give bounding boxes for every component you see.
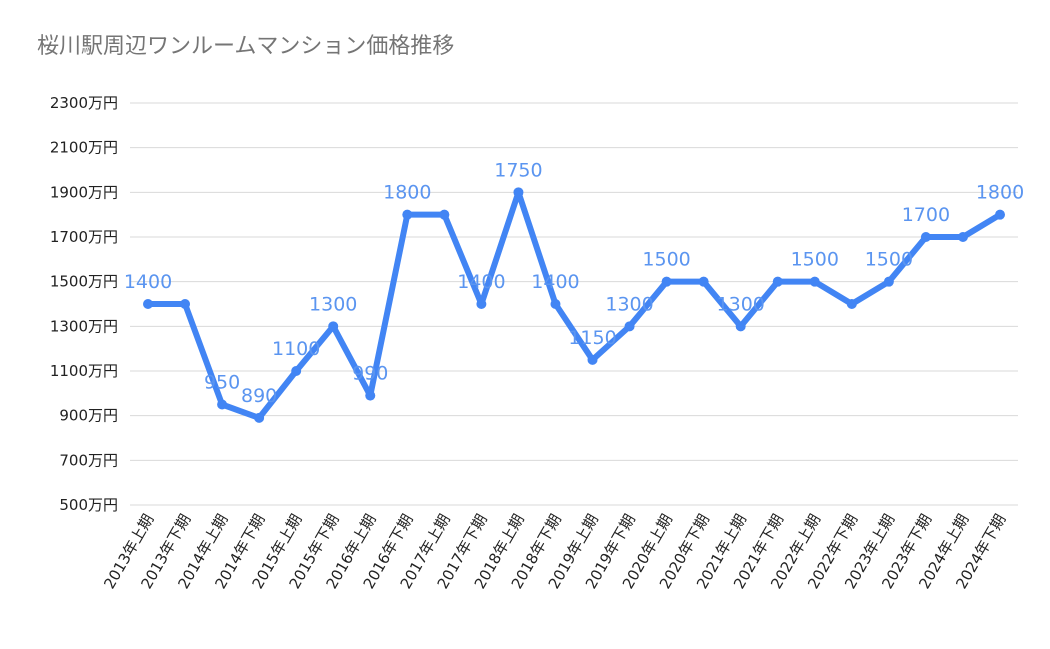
data-point (550, 299, 561, 309)
y-tick-label: 1700万円 (50, 228, 118, 246)
data-label: 1300 (605, 293, 653, 315)
data-label: 1500 (642, 249, 690, 271)
y-tick-label: 2300万円 (50, 94, 118, 112)
data-label: 1500 (791, 249, 839, 271)
data-point (291, 366, 302, 376)
data-label: 1300 (309, 293, 357, 315)
data-point (254, 412, 265, 423)
data-point (143, 299, 153, 309)
data-point (624, 321, 635, 332)
y-tick-label: 1900万円 (50, 183, 118, 201)
data-label: 950 (204, 372, 240, 394)
y-tick-label: 1300万円 (50, 317, 118, 335)
data-label: 1400 (124, 271, 172, 293)
y-tick-label: 1100万円 (50, 362, 118, 380)
data-label: 990 (352, 363, 388, 385)
series-line-path (145, 189, 1003, 421)
data-label: 1300 (717, 293, 765, 315)
data-label: 1150 (568, 327, 616, 349)
y-tick-label: 1500万円 (50, 273, 118, 291)
data-label: 890 (241, 385, 277, 407)
data-point (328, 321, 339, 332)
data-point (809, 276, 820, 287)
data-point (476, 299, 487, 309)
series-points (143, 187, 1005, 423)
data-label: 1800 (383, 182, 431, 204)
data-point (217, 399, 228, 410)
data-label: 1100 (272, 338, 320, 360)
data-point (402, 209, 413, 220)
x-axis-ticks: 2013年上期2013年下期2014年上期2014年下期2015年上期2015年… (100, 511, 1009, 592)
y-tick-label: 700万円 (59, 451, 118, 469)
data-point (883, 276, 894, 287)
data-point (772, 276, 783, 287)
data-label: 1750 (494, 159, 542, 181)
data-point (365, 390, 376, 401)
series-line (145, 189, 1003, 421)
data-point (439, 209, 450, 220)
data-point (587, 354, 598, 365)
data-point (661, 276, 672, 287)
data-point (698, 276, 709, 287)
y-tick-label: 900万円 (59, 407, 118, 425)
chart-title: 桜川駅周辺ワンルームマンション価格推移 (37, 34, 455, 59)
data-point (513, 187, 524, 198)
data-label: 1800 (976, 182, 1024, 204)
data-label: 1500 (865, 249, 913, 271)
y-tick-label: 2100万円 (50, 139, 118, 157)
data-point (735, 321, 746, 332)
data-label: 1400 (457, 271, 505, 293)
data-label: 1400 (531, 271, 579, 293)
data-point (180, 299, 191, 309)
data-label: 1700 (902, 204, 950, 226)
data-point (846, 299, 857, 309)
y-tick-label: 500万円 (59, 496, 118, 514)
data-point (920, 232, 931, 242)
data-point (957, 232, 968, 242)
gridlines (130, 102, 1018, 506)
y-axis-ticks: 500万円 700万円 900万円 1100万円 1300万円 1500万円 1700万円 1… (50, 94, 118, 514)
data-point (995, 209, 1005, 220)
